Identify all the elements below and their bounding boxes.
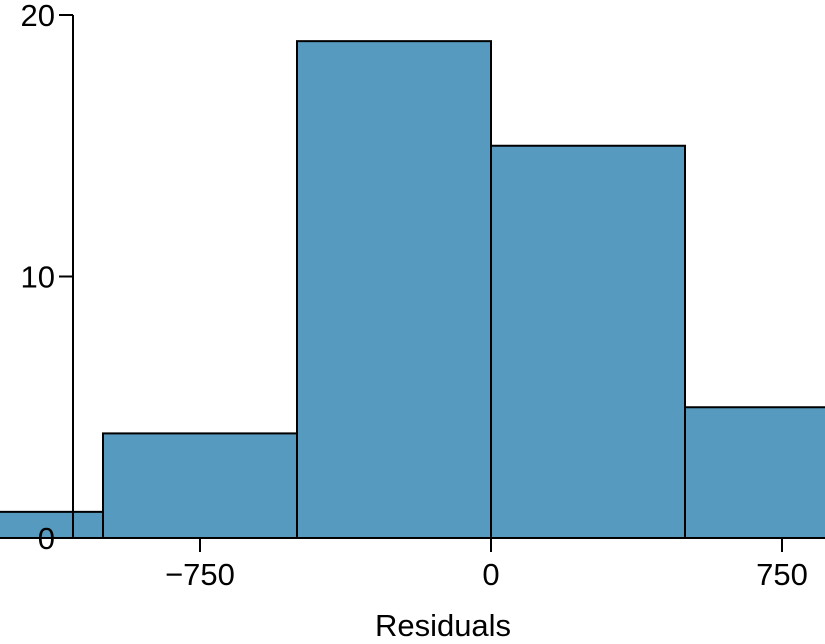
y-tick-label-0: 0 (38, 521, 55, 556)
bars-group (0, 40, 825, 540)
y-ticks-group: 0 10 20 (21, 0, 73, 556)
y-tick-label-1: 10 (21, 260, 55, 295)
x-tick-label-1: −750 (165, 557, 235, 592)
histogram-bar-3 (296, 40, 492, 540)
y-tick-label-2: 20 (21, 0, 55, 33)
histogram-bar-4 (490, 144, 686, 539)
x-tick-label-2: 0 (482, 557, 499, 592)
histogram-bar-2 (102, 432, 298, 539)
x-tick-label-3: 750 (756, 557, 808, 592)
x-axis-title: Residuals (375, 608, 511, 643)
x-ticks-group: −1500−75007501500 (165, 538, 808, 592)
histogram-bar-5 (684, 406, 825, 539)
